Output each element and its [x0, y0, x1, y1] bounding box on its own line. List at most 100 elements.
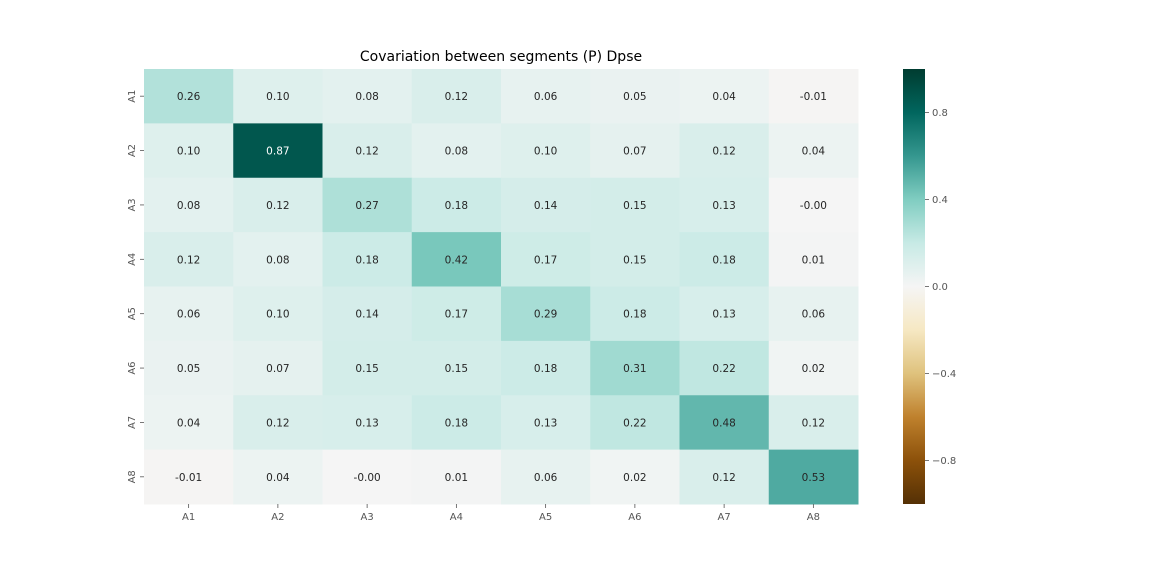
heatmap-cell	[679, 123, 770, 179]
heatmap-cell	[768, 395, 859, 451]
cell-value-label: 0.26	[177, 91, 201, 103]
heatmap-cell	[590, 69, 680, 124]
cell-value-label: 0.13	[712, 200, 735, 212]
cell-value-label: 0.06	[177, 309, 201, 321]
cell-value-label: 0.15	[445, 363, 468, 375]
cell-value-label: 0.06	[534, 472, 558, 484]
cell-value-label: 0.10	[534, 146, 557, 158]
cell-value-label: 0.17	[445, 309, 468, 321]
cell-value-label: 0.10	[266, 309, 289, 321]
cell-value-label: 0.13	[534, 417, 557, 429]
cell-value-label: 0.18	[623, 309, 646, 321]
heatmap-value-labels: 0.26 0.10 0.08 0.12 0.06 0.05 0.04 -0.01 0.10 0.8…	[175, 91, 827, 484]
cell-value-label: 0.12	[266, 417, 289, 429]
heatmap-cell	[501, 449, 591, 505]
cell-value-label: 0.12	[177, 254, 200, 266]
colorbar-gradient	[903, 69, 925, 504]
cell-value-label: 0.08	[445, 146, 468, 158]
cell-value-label: 0.31	[623, 363, 646, 375]
heatmap-cell	[768, 69, 859, 124]
heatmap-cell	[768, 286, 859, 342]
y-tick-label: A2	[127, 144, 138, 157]
cell-value-label: 0.01	[802, 254, 825, 266]
heatmap-cell	[322, 69, 413, 124]
cell-value-label: 0.18	[445, 200, 468, 212]
cell-value-label: 0.15	[623, 200, 646, 212]
cell-value-label: -0.01	[800, 91, 827, 103]
heatmap-cell	[322, 123, 413, 179]
heatmap-cell	[233, 286, 323, 342]
heatmap-cell	[501, 123, 591, 179]
heatmap-cell	[322, 395, 413, 451]
cell-value-label: 0.22	[623, 417, 646, 429]
heatmap-cell	[144, 232, 234, 287]
heatmap-cell	[590, 177, 680, 233]
heatmap-cell	[590, 340, 680, 396]
heatmap-cell	[501, 69, 591, 124]
cell-value-label: 0.01	[445, 472, 468, 484]
heatmap-cell	[501, 232, 591, 287]
heatmap-cell	[233, 340, 323, 396]
heatmap-cell	[411, 232, 502, 287]
heatmap-cell	[144, 177, 234, 233]
heatmap-cell	[411, 123, 502, 179]
cell-value-label: 0.10	[177, 146, 200, 158]
heatmap-cell	[590, 286, 680, 342]
chart-title: Covariation between segments (P) Dpse	[359, 49, 643, 65]
heatmap-cell	[679, 69, 770, 124]
x-tick-label: A2	[271, 512, 284, 523]
heatmap-cell	[411, 340, 502, 396]
cell-value-label: 0.53	[802, 472, 825, 484]
cell-value-label: -0.00	[800, 200, 827, 212]
heatmap-cell	[322, 232, 413, 287]
heatmap-cell	[768, 232, 859, 287]
heatmap-cell	[322, 286, 413, 342]
y-tick-label: A3	[127, 198, 138, 211]
cell-value-label: 0.18	[712, 254, 735, 266]
heatmap-cell	[233, 449, 323, 505]
x-tick-label: A1	[182, 512, 195, 523]
x-tick-label: A6	[628, 512, 641, 523]
y-axis: A1 A2 A3 A4 A5 A6 A7 A8	[127, 90, 144, 483]
cell-value-label: 0.12	[712, 146, 735, 158]
heatmap-cell	[233, 395, 323, 451]
cell-value-label: 0.08	[266, 254, 289, 266]
x-tick-label: A4	[450, 512, 463, 523]
cell-value-label: 0.87	[266, 146, 289, 158]
cell-value-label: 0.22	[712, 363, 735, 375]
y-tick-label: A1	[127, 90, 138, 103]
cell-value-label: 0.18	[534, 363, 557, 375]
colorbar-tick-label: −0.8	[932, 456, 956, 467]
cell-value-label: 0.15	[355, 363, 378, 375]
heatmap-cell	[768, 449, 859, 505]
cell-value-label: 0.04	[177, 417, 201, 429]
heatmap-cell	[590, 449, 680, 505]
cell-value-label: 0.42	[445, 254, 468, 266]
heatmap-cell	[144, 69, 234, 124]
cell-value-label: 0.05	[623, 91, 646, 103]
cell-value-label: 0.18	[355, 254, 378, 266]
cell-value-label: -0.01	[175, 472, 202, 484]
colorbar-tick-label: −0.4	[932, 369, 956, 380]
x-tick-label: A8	[807, 512, 820, 523]
heatmap-cell	[590, 395, 680, 451]
heatmap-cell	[233, 177, 323, 233]
y-tick-label: A4	[127, 253, 138, 266]
heatmap-cell	[679, 395, 770, 451]
cell-value-label: 0.12	[445, 91, 468, 103]
cell-value-label: -0.00	[354, 472, 381, 484]
heatmap-cell	[411, 69, 502, 124]
heatmap-cell	[590, 232, 680, 287]
heatmap-cell	[768, 123, 859, 179]
cell-value-label: 0.04	[266, 472, 290, 484]
cell-value-label: 0.14	[534, 200, 558, 212]
cell-value-label: 0.12	[355, 146, 378, 158]
heatmap-cell	[322, 449, 413, 505]
cell-value-label: 0.17	[534, 254, 557, 266]
cell-value-label: 0.07	[623, 146, 646, 158]
cell-value-label: 0.07	[266, 363, 289, 375]
x-axis: A1 A2 A3 A4 A5 A6 A7 A8	[182, 504, 820, 523]
heatmap-cell	[501, 177, 591, 233]
cell-value-label: 0.12	[266, 200, 289, 212]
